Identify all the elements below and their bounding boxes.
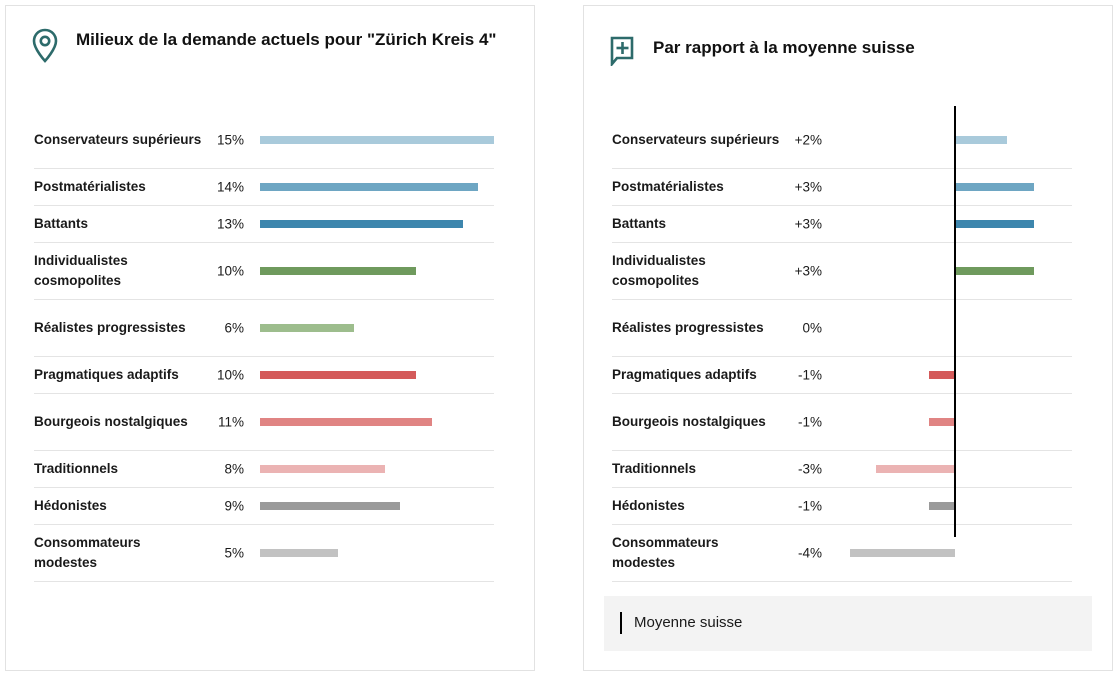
chart-row-individualistes-cosmopolites: Individualistes cosmopolites +3%: [612, 243, 1072, 300]
category-label: Réalistes progressistes: [34, 320, 186, 335]
value-label: +3%: [794, 263, 822, 279]
bar-postmaterialistes: [955, 183, 1034, 191]
bar-battants: [955, 220, 1034, 228]
chart-row-consommateurs-modestes: Consommateurs modestes 5%: [34, 525, 494, 582]
value-label: 6%: [224, 320, 244, 336]
value-label: -1%: [797, 498, 822, 514]
value-label: 13%: [216, 216, 244, 232]
chart-row-conservateurs-superieurs: Conservateurs supérieurs +2%: [612, 112, 1072, 169]
chart-row-hedonistes: Hédonistes -1%: [612, 488, 1072, 525]
milieu-bar-chart: Conservateurs supérieurs 15% Postmatériali…: [34, 112, 494, 582]
value-label: -1%: [797, 414, 822, 430]
demand-milieus-card: Milieux de la demande actuels pour "Züri…: [5, 5, 535, 671]
chart-row-battants: Battants 13%: [34, 206, 494, 243]
category-label: Conservateurs supérieurs: [34, 132, 202, 147]
category-label: Hédonistes: [34, 498, 107, 513]
value-label: 8%: [224, 461, 244, 477]
value-label: +2%: [794, 132, 822, 148]
chart-row-traditionnels: Traditionnels -3%: [612, 451, 1072, 488]
category-label: Bourgeois nostalgiques: [612, 414, 766, 429]
bar-consommateurs-modestes: [850, 549, 955, 557]
category-label: Battants: [612, 216, 667, 231]
bar-conservateurs-superieurs: [260, 136, 494, 144]
value-label: -4%: [797, 545, 822, 561]
chart-row-realistes-progressistes: Réalistes progressistes 0%: [612, 300, 1072, 357]
location-pin-icon: [32, 28, 60, 68]
bar-hedonistes: [928, 502, 955, 510]
category-label: Postmatérialistes: [612, 179, 724, 194]
bar-bourgeois-nostalgiques: [928, 418, 955, 426]
category-label: Hédonistes: [612, 498, 685, 513]
category-label: Consommateurs modestes: [34, 535, 141, 570]
bar-traditionnels: [876, 465, 955, 473]
card-header: Milieux de la demande actuels pour "Züri…: [32, 28, 522, 68]
value-label: 10%: [216, 263, 244, 279]
category-label: Traditionnels: [34, 461, 119, 476]
category-label: Individualistes cosmopolites: [34, 253, 128, 288]
bar-realistes-progressistes: [260, 324, 354, 332]
chart-row-postmaterialistes: Postmatérialistes +3%: [612, 169, 1072, 206]
category-label: Conservateurs supérieurs: [612, 132, 780, 147]
chart-row-traditionnels: Traditionnels 8%: [34, 451, 494, 488]
chart-row-battants: Battants +3%: [612, 206, 1072, 243]
value-label: 15%: [216, 132, 244, 148]
value-label: 0%: [802, 320, 822, 336]
category-label: Pragmatiques adaptifs: [34, 367, 179, 382]
category-label: Bourgeois nostalgiques: [34, 414, 188, 429]
value-label: 14%: [216, 179, 244, 195]
chart-row-realistes-progressistes: Réalistes progressistes 6%: [34, 300, 494, 357]
value-label: +3%: [794, 216, 822, 232]
legend-label: Moyenne suisse: [634, 614, 743, 631]
plus-flag-icon: [610, 36, 636, 68]
bar-individualistes-cosmopolites: [260, 267, 416, 275]
chart-row-hedonistes: Hédonistes 9%: [34, 488, 494, 525]
chart-row-bourgeois-nostalgiques: Bourgeois nostalgiques -1%: [612, 394, 1072, 451]
bar-postmaterialistes: [260, 183, 479, 191]
chart-row-bourgeois-nostalgiques: Bourgeois nostalgiques 11%: [34, 394, 494, 451]
category-label: Consommateurs modestes: [612, 535, 719, 570]
chart-row-postmaterialistes: Postmatérialistes 14%: [34, 169, 494, 206]
bar-bourgeois-nostalgiques: [260, 418, 432, 426]
category-label: Réalistes progressistes: [612, 320, 764, 335]
value-label: 10%: [216, 367, 244, 383]
value-label: 5%: [224, 545, 244, 561]
value-label: -3%: [797, 461, 822, 477]
chart-row-pragmatiques-adaptifs: Pragmatiques adaptifs -1%: [612, 357, 1072, 394]
bar-pragmatiques-adaptifs: [928, 371, 955, 379]
category-label: Traditionnels: [612, 461, 697, 476]
legend: Moyenne suisse: [604, 596, 1092, 651]
value-label: 11%: [217, 414, 244, 430]
comparison-bar-chart: Conservateurs supérieurs +2% Postmatériali…: [612, 112, 1072, 582]
bar-consommateurs-modestes: [260, 549, 338, 557]
card-title: Milieux de la demande actuels pour "Züri…: [76, 30, 497, 49]
bar-traditionnels: [260, 465, 385, 473]
card-title: Par rapport à la moyenne suisse: [653, 38, 915, 57]
category-label: Individualistes cosmopolites: [612, 253, 706, 288]
bar-conservateurs-superieurs: [955, 136, 1008, 144]
bar-individualistes-cosmopolites: [955, 267, 1034, 275]
chart-row-individualistes-cosmopolites: Individualistes cosmopolites 10%: [34, 243, 494, 300]
bar-pragmatiques-adaptifs: [260, 371, 416, 379]
chart-row-conservateurs-superieurs: Conservateurs supérieurs 15%: [34, 112, 494, 169]
value-label: +3%: [794, 179, 822, 195]
swiss-comparison-card: Par rapport à la moyenne suisse Conserva…: [583, 5, 1113, 671]
category-label: Battants: [34, 216, 89, 231]
value-label: -1%: [797, 367, 822, 383]
category-label: Postmatérialistes: [34, 179, 146, 194]
chart-row-consommateurs-modestes: Consommateurs modestes -4%: [612, 525, 1072, 582]
card-header: Par rapport à la moyenne suisse: [610, 36, 1100, 68]
legend-marker: [620, 612, 622, 634]
bar-hedonistes: [260, 502, 401, 510]
swiss-average-line: [954, 106, 956, 537]
chart-row-pragmatiques-adaptifs: Pragmatiques adaptifs 10%: [34, 357, 494, 394]
value-label: 9%: [224, 498, 244, 514]
category-label: Pragmatiques adaptifs: [612, 367, 757, 382]
bar-battants: [260, 220, 463, 228]
